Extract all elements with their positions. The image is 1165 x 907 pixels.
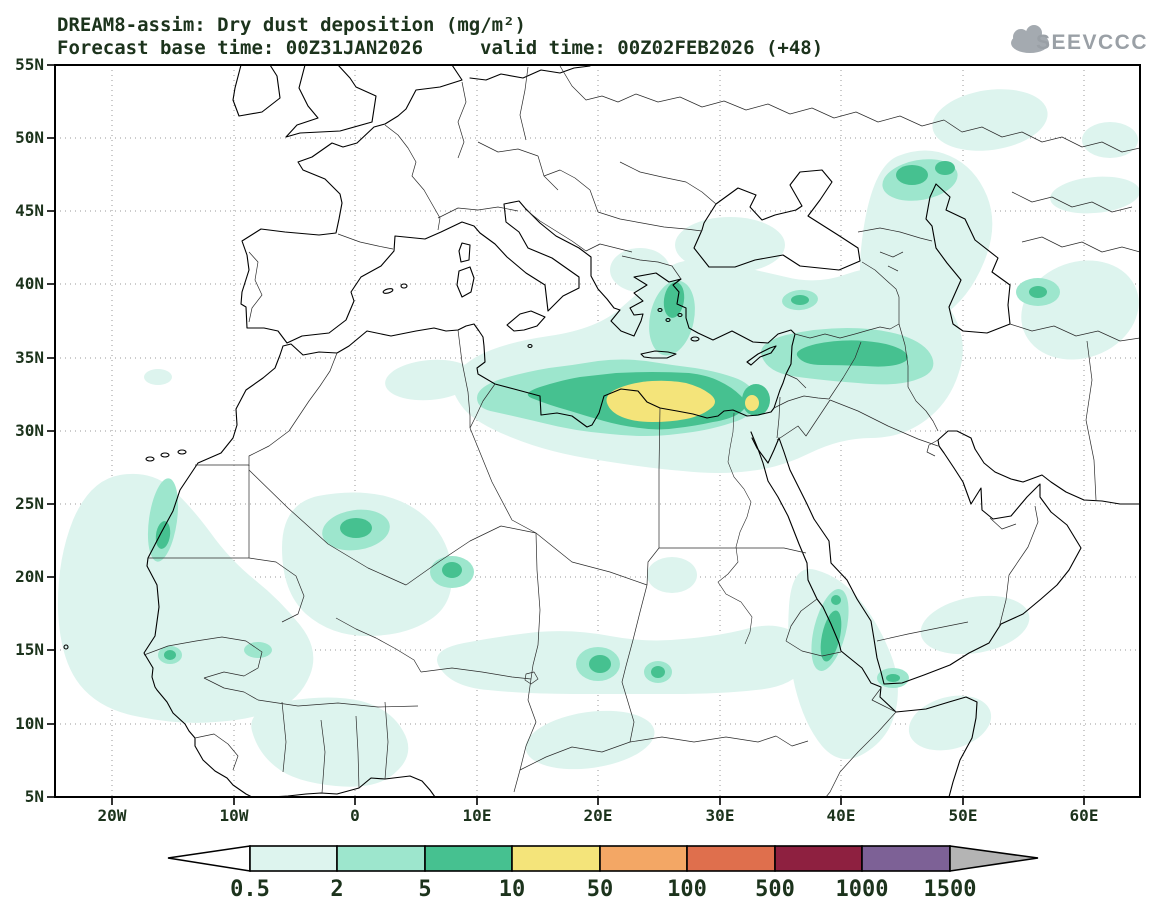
canary-island-2 [160, 452, 170, 458]
coastline-ireland [232, 65, 281, 117]
legend-above-max-arrow [949, 845, 1039, 872]
lat-label: 45N [15, 201, 44, 220]
coastline-baltic [469, 65, 591, 81]
legend-label: 5 [418, 877, 431, 902]
dust-level-0p5 [57, 89, 1140, 787]
lon-label: 20E [584, 806, 613, 825]
lat-label: 35N [15, 348, 44, 367]
lon-label: 30E [706, 806, 735, 825]
latitude-labels: 55N 50N 45N 40N 35N 30N 25N 20N 15N 10N … [15, 55, 44, 806]
lat-label: 40N [15, 274, 44, 293]
cyprus [746, 345, 777, 366]
rhodes [690, 336, 700, 342]
aegean-island-1 [657, 307, 663, 313]
coastline-gulf-of-guinea [269, 775, 436, 797]
corsica [458, 242, 471, 263]
legend-segment-7 [774, 845, 863, 872]
legend-segment-4 [511, 845, 601, 872]
page-title: DREAM8-assim: Dry dust deposition (mg/m²… [57, 14, 526, 36]
lat-label: 55N [15, 55, 44, 74]
caspian-sea [925, 183, 1011, 334]
islands [63, 242, 777, 650]
legend-label: 500 [755, 877, 795, 902]
logo-text: SEEVCCC [1036, 31, 1148, 54]
legend-label: 1500 [924, 877, 977, 902]
legend-label: 100 [667, 877, 707, 902]
black-sea [693, 169, 861, 271]
legend-label: 2 [330, 877, 343, 902]
cape-verde-island [63, 644, 69, 650]
balearic-island-1 [382, 288, 394, 294]
forecast-base-time: Forecast base time: 00Z31JAN2026 [57, 37, 423, 59]
dust-deposition-layer [57, 89, 1140, 787]
lon-label: 10E [463, 806, 492, 825]
balearic-island-2 [400, 283, 408, 289]
canary-island-3 [177, 449, 187, 455]
lat-label: 5N [25, 787, 44, 806]
canary-island-1 [145, 456, 155, 462]
lon-label: 60E [1070, 806, 1099, 825]
crete [640, 350, 677, 359]
legend-segment-8 [861, 845, 951, 872]
lat-label: 10N [15, 714, 44, 733]
legend-segment-5 [599, 845, 688, 872]
malta [527, 343, 533, 349]
sardinia [456, 266, 475, 298]
legend-segment-3 [424, 845, 513, 872]
dust-level-10 [606, 380, 759, 422]
coastlines [63, 65, 1140, 797]
legend-label: 10 [499, 877, 526, 902]
lat-label: 50N [15, 128, 44, 147]
legend-segment-2 [336, 845, 426, 872]
lat-label: 25N [15, 494, 44, 513]
legend-label: 50 [587, 877, 614, 902]
lon-label: 20W [98, 806, 127, 825]
lon-label: 40E [827, 806, 856, 825]
aegean-island-2 [665, 317, 671, 323]
axis-ticks [47, 64, 1085, 805]
legend-below-min-arrow [167, 845, 251, 872]
legend-segment-1 [249, 845, 338, 872]
country-borders [143, 65, 1140, 797]
seevccc-logo: SEEVCCC [1011, 25, 1148, 54]
longitude-labels: 20W 10W 0 10E 20E 30E 40E 50E 60E [98, 806, 1099, 825]
coastline-britain [285, 65, 377, 138]
coastline-red-sea-africa [750, 431, 978, 797]
lat-label: 30N [15, 421, 44, 440]
legend-label: 1000 [836, 877, 889, 902]
valid-time: valid time: 00Z02FEB2026 (+48) [480, 37, 823, 59]
aegean-island-3 [677, 312, 683, 318]
header: DREAM8-assim: Dry dust deposition (mg/m²… [57, 14, 823, 59]
nile-river [717, 412, 753, 645]
lake-chad [524, 671, 539, 685]
cloud-icon [1011, 25, 1049, 53]
lon-label: 10W [220, 806, 249, 825]
coastline-europe-africa [143, 65, 796, 797]
lon-label: 0 [350, 806, 360, 825]
legend-label: 0.5 [230, 877, 270, 902]
legend-labels: 0.5 2 5 10 50 100 500 1000 1500 [230, 877, 976, 902]
legend-segment-6 [686, 845, 776, 872]
coastline-arabia [751, 430, 1140, 685]
lon-label: 50E [949, 806, 978, 825]
lat-label: 15N [15, 640, 44, 659]
colorbar-legend: 0.5 2 5 10 50 100 500 1000 1500 [167, 845, 1039, 902]
sicily [506, 310, 546, 332]
lat-label: 20N [15, 567, 44, 586]
